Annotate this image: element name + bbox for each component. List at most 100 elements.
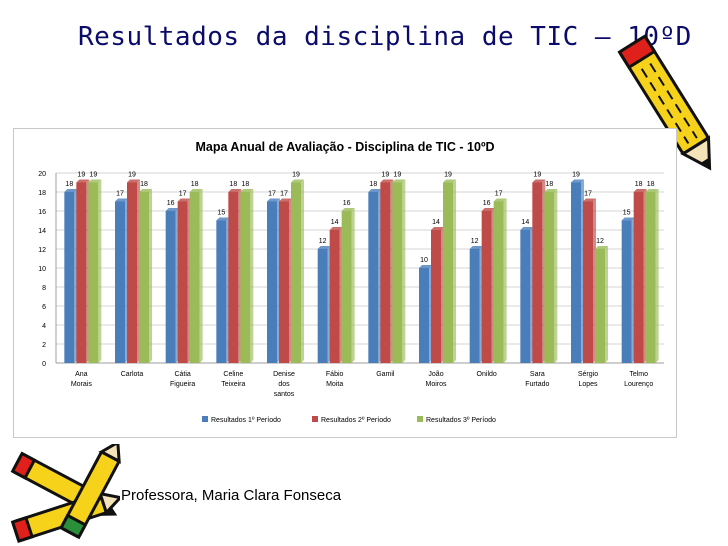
category-label: Carlota (121, 371, 144, 378)
bar (380, 182, 391, 363)
category-label: Figueira (170, 381, 195, 388)
bar (240, 192, 251, 363)
bar-top (228, 189, 242, 192)
legend-label: Resultados 2º Período (321, 417, 391, 424)
legend-swatch (312, 416, 318, 422)
data-label: 14 (521, 219, 529, 226)
slide-title: Resultados da disciplina de TIC – 10ºD (78, 22, 692, 52)
data-label: 12 (596, 238, 604, 245)
y-tick-label: 4 (42, 323, 46, 330)
y-tick-label: 6 (42, 304, 46, 311)
bar (392, 182, 403, 363)
bar (76, 182, 87, 363)
bar-top (380, 179, 394, 183)
bar (493, 201, 504, 363)
bar-top (571, 179, 584, 183)
y-tick-label: 10 (38, 266, 46, 273)
chart-title: Mapa Anual de Avaliação - Disciplina de … (195, 140, 494, 154)
bar-top (633, 189, 647, 192)
bar (583, 201, 593, 363)
bar (279, 201, 289, 363)
bar (544, 192, 555, 363)
y-tick-label: 0 (42, 361, 46, 368)
data-label: 12 (319, 238, 327, 245)
bar-top (443, 179, 456, 183)
bar-top (431, 227, 444, 230)
bar-side (503, 198, 507, 363)
category-label: Celine (223, 371, 243, 378)
bar-top (240, 189, 254, 192)
bar (177, 201, 188, 363)
bar (368, 192, 379, 363)
bar-side (605, 246, 608, 363)
bar-side (453, 179, 456, 363)
y-tick-label: 20 (38, 171, 46, 178)
category-label: Furtado (525, 381, 549, 388)
data-label: 19 (393, 172, 401, 179)
bar-top (127, 179, 140, 183)
bar-top (532, 179, 546, 183)
bar (64, 192, 75, 363)
bar-side (149, 189, 152, 363)
legend-swatch (202, 416, 208, 422)
data-label: 19 (533, 172, 541, 179)
bar-top (469, 246, 483, 249)
data-label: 16 (343, 200, 351, 207)
bar-side (402, 179, 406, 363)
data-label: 19 (444, 172, 452, 179)
data-label: 18 (647, 181, 655, 188)
bar-side (655, 189, 659, 363)
y-tick-label: 2 (42, 342, 46, 349)
category-label: Lourenço (624, 381, 653, 388)
bar-top (267, 198, 280, 202)
bar (571, 182, 581, 363)
bar (443, 182, 453, 363)
data-label: 17 (179, 191, 187, 198)
bar-top (341, 208, 355, 211)
bar-top (139, 189, 152, 192)
bar (228, 192, 239, 363)
bar (431, 230, 441, 363)
bar-top (317, 246, 331, 249)
data-label: 19 (77, 172, 85, 179)
y-tick-label: 12 (38, 247, 46, 254)
category-label: Morais (71, 381, 93, 388)
bar-top (583, 198, 596, 202)
bar (216, 220, 227, 363)
data-label: 19 (572, 172, 580, 179)
data-label: 17 (584, 191, 592, 198)
data-label: 18 (140, 181, 148, 188)
bar-top (88, 179, 102, 183)
bar-top (177, 198, 191, 202)
bar-top (368, 189, 382, 192)
bar (115, 201, 125, 363)
data-label: 16 (167, 200, 175, 207)
category-label: santos (274, 391, 295, 398)
bar (419, 268, 429, 363)
bar (165, 211, 176, 363)
bar-top (481, 208, 495, 211)
bar-top (216, 217, 230, 221)
bar-top (419, 265, 432, 268)
pencil-icon (59, 444, 121, 540)
bar-side (250, 189, 254, 363)
data-label: 17 (268, 191, 276, 198)
data-label: 19 (292, 172, 300, 179)
legend-swatch (417, 416, 423, 422)
category-label: Moiros (425, 381, 447, 388)
bar (317, 249, 328, 363)
teacher-credit: Professora, Maria Clara Fonseca (121, 487, 342, 504)
bar (633, 192, 644, 363)
category-label: Moita (326, 381, 343, 388)
category-label: Sérgio (578, 371, 598, 378)
bar-top (392, 179, 406, 183)
y-tick-label: 18 (38, 190, 46, 197)
bar-side (199, 189, 203, 363)
bar-top (115, 198, 128, 202)
data-label: 18 (635, 181, 643, 188)
bar-side (98, 179, 102, 363)
data-label: 17 (280, 191, 288, 198)
bar-top (165, 208, 179, 211)
data-label: 12 (471, 238, 479, 245)
data-label: 14 (432, 219, 440, 226)
